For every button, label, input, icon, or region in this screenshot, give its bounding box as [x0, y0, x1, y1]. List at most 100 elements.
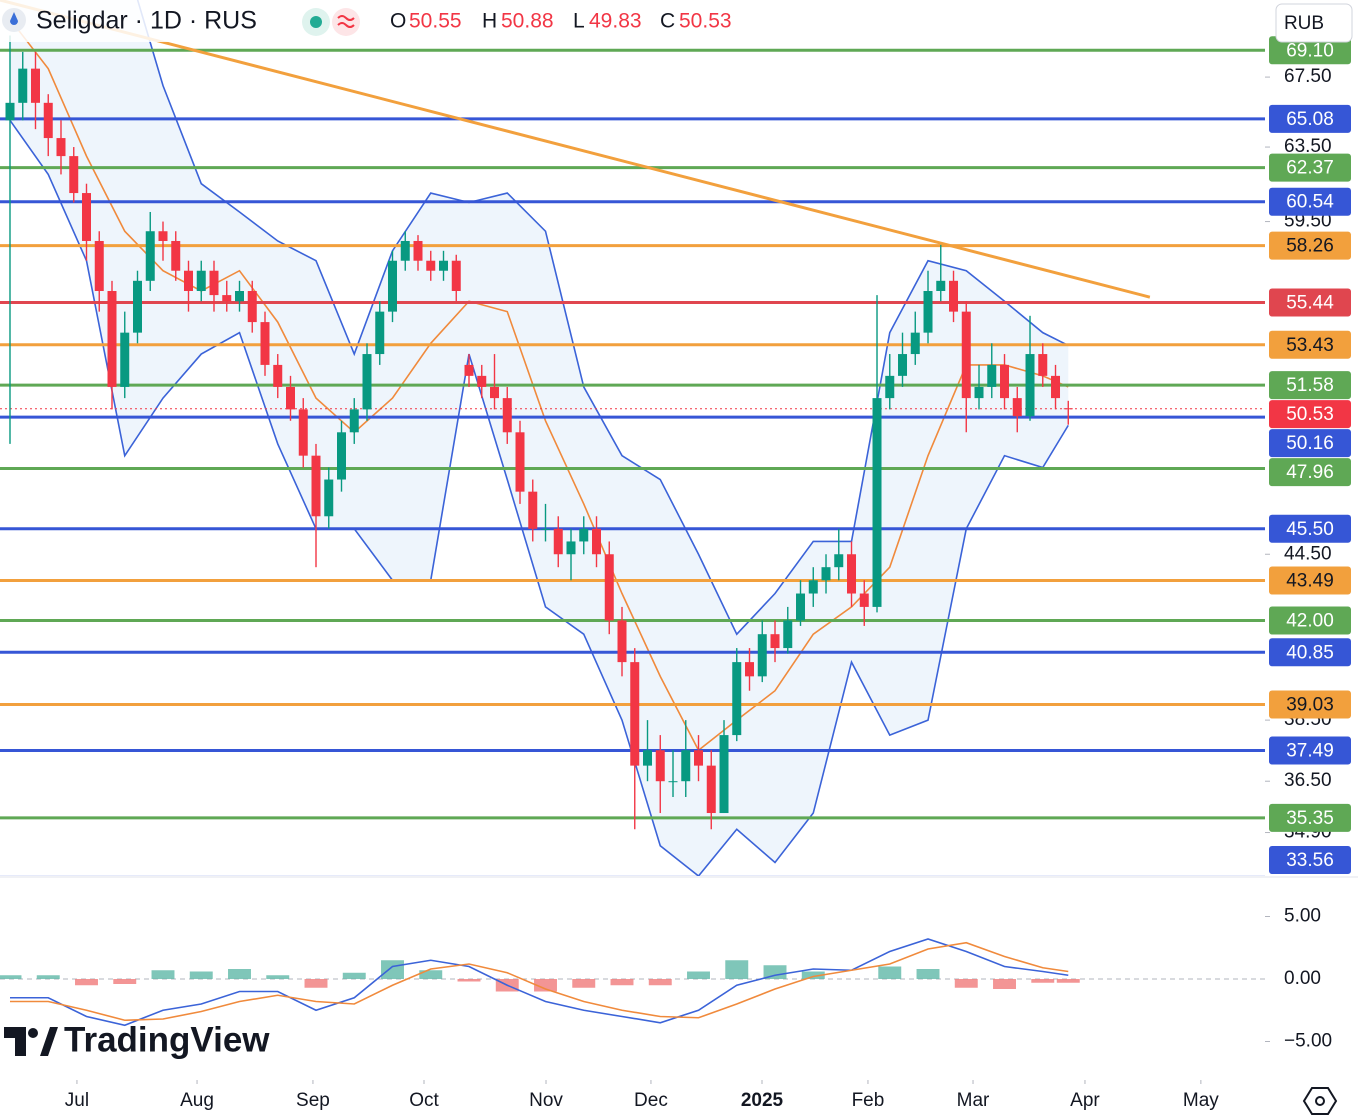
x-tick-label: May: [1183, 1090, 1219, 1111]
price-label: 62.37: [1286, 158, 1334, 179]
candle-body: [451, 260, 461, 291]
macd-histogram-bar: [228, 969, 251, 979]
ohlc-value: 50.55: [409, 10, 462, 33]
ohlc-value: 49.83: [589, 10, 642, 33]
candle-body: [107, 290, 117, 387]
candle-body: [783, 620, 793, 649]
price-labels: 69.10 65.08 62.37 60.54 58.26 55.44 53.43 51.58…: [1269, 36, 1351, 874]
candle-body: [209, 270, 219, 296]
price-label: 43.49: [1286, 571, 1334, 592]
logo-part: [4, 1027, 26, 1056]
macd-line: [9, 938, 1069, 1027]
candle-body: [1051, 375, 1061, 399]
candle-body: [247, 290, 257, 323]
header-bg: [0, 0, 750, 42]
signal-line: [9, 941, 1069, 1022]
macd-histogram-bar: [113, 979, 137, 984]
price-label: 60.54: [1286, 192, 1334, 213]
candle-body: [375, 311, 385, 355]
candle-body: [821, 567, 831, 581]
price-label-bg: [1269, 638, 1351, 667]
candle-body: [757, 634, 767, 677]
price-label: 35.35: [1286, 808, 1334, 829]
macd-tick-label: 5.00: [1284, 906, 1321, 927]
bollinger-upper: [136, 0, 1069, 636]
candle-body: [604, 554, 614, 621]
candle-body: [260, 322, 270, 365]
price-label-bg: [1269, 187, 1351, 216]
candle-body: [439, 260, 449, 271]
macd-histogram-bar: [534, 979, 557, 992]
candle-body: [298, 409, 308, 456]
candle-body: [413, 240, 423, 261]
candle-body: [859, 593, 869, 607]
candle-body: [1038, 354, 1048, 376]
candle-body: [961, 311, 971, 399]
candle-body: [643, 750, 653, 766]
x-tick-label: Mar: [957, 1090, 990, 1111]
price-label-bg: [1269, 803, 1351, 832]
symbol-title: Seligdar · 1D · RUS: [36, 7, 257, 35]
macd-histogram-bar: [687, 971, 710, 979]
candle-body: [5, 102, 15, 121]
candle-body: [796, 593, 806, 621]
macd-histogram-bar: [75, 979, 98, 986]
candle-body: [515, 432, 525, 492]
macd-histogram-bar: [36, 975, 60, 979]
price-label: 50.53: [1286, 404, 1334, 425]
ohlc-label: L: [573, 10, 585, 33]
candle-body: [171, 240, 181, 271]
candle-body: [808, 580, 818, 594]
candle-body: [974, 386, 984, 399]
candle-body: [324, 479, 334, 517]
indicator-icon[interactable]: [332, 8, 360, 36]
candle-body: [464, 364, 474, 376]
price-label-bg: [1269, 690, 1351, 719]
settings-dot: [1315, 1096, 1325, 1106]
x-tick-label: Feb: [852, 1090, 885, 1111]
candle-body: [235, 290, 245, 302]
price-label-bg: [1269, 458, 1351, 487]
currency-button[interactable]: [1275, 3, 1353, 43]
candle-body: [1000, 364, 1010, 399]
candle-body: [579, 528, 589, 542]
y-tick-label: 63.50: [1284, 136, 1332, 157]
price-label-bg: [1269, 736, 1351, 765]
candle-body: [69, 156, 79, 194]
trendline: [0, 0, 1151, 299]
candle-body: [655, 750, 665, 782]
macd-histogram-bar: [304, 979, 328, 988]
price-label-bg: [1269, 400, 1351, 429]
x-tick-label: 2025: [741, 1090, 784, 1111]
candle-body: [681, 750, 691, 782]
price-label: 55.44: [1286, 293, 1334, 314]
bollinger-lower: [9, 119, 1069, 876]
candle-body: [706, 765, 716, 814]
macd-histogram-bar: [572, 979, 596, 988]
candle-body: [349, 409, 359, 433]
price-pane: [0, 0, 1265, 876]
price-label-bg: [1269, 231, 1351, 260]
settings-icon[interactable]: [1302, 1087, 1338, 1115]
macd-histogram-bar: [725, 960, 749, 979]
candle-body: [43, 102, 53, 139]
candle-body: [222, 295, 232, 302]
macd-histogram-bar: [189, 971, 213, 979]
candle-body: [362, 354, 372, 410]
candle-body: [490, 386, 500, 399]
ohlc-value: 50.53: [679, 10, 732, 33]
candle-body: [617, 620, 627, 663]
candle-body: [94, 240, 104, 291]
candle-body: [885, 375, 895, 399]
candle-body: [566, 541, 576, 555]
candle-body: [183, 270, 193, 291]
candle-body: [745, 662, 755, 677]
candle-body: [732, 662, 742, 736]
candle-body: [81, 193, 91, 241]
price-label-bg: [1269, 606, 1351, 635]
price-label: 58.26: [1286, 236, 1334, 257]
macd-pane: [0, 938, 1265, 1027]
price-label: 40.85: [1286, 642, 1334, 663]
price-label: 42.00: [1286, 610, 1334, 631]
candle-body: [145, 231, 155, 281]
